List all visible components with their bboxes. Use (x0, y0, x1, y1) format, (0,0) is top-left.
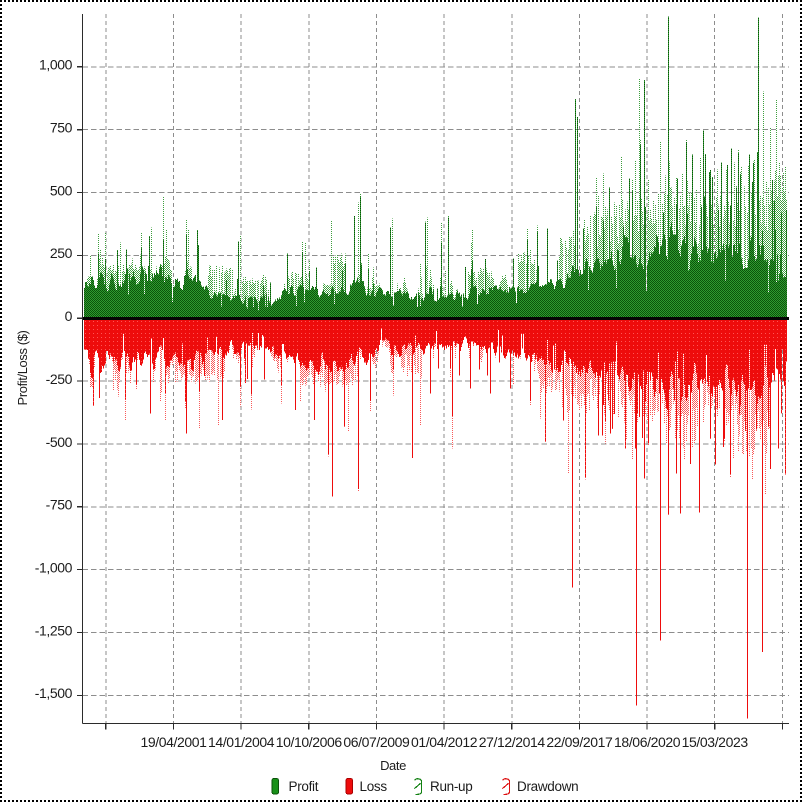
svg-text:19/04/2001: 19/04/2001 (140, 734, 207, 750)
svg-text:Drawdown: Drawdown (517, 779, 578, 794)
svg-text:1,000: 1,000 (39, 57, 73, 73)
svg-text:14/01/2004: 14/01/2004 (208, 734, 275, 750)
svg-text:Run-up: Run-up (430, 779, 472, 794)
svg-text:-1,250: -1,250 (35, 622, 73, 638)
svg-text:-750: -750 (46, 497, 73, 513)
svg-text:750: 750 (50, 120, 73, 136)
svg-text:15/03/2023: 15/03/2023 (682, 734, 749, 750)
svg-text:10/10/2006: 10/10/2006 (276, 734, 343, 750)
svg-text:-1,500: -1,500 (35, 685, 73, 701)
svg-text:250: 250 (50, 245, 73, 261)
svg-text:Loss: Loss (360, 779, 388, 794)
svg-text:0: 0 (65, 308, 73, 324)
svg-text:Date: Date (380, 758, 406, 773)
svg-text:-500: -500 (46, 434, 73, 450)
svg-text:-250: -250 (46, 371, 73, 387)
svg-text:18/06/2020: 18/06/2020 (614, 734, 681, 750)
svg-text:Profit: Profit (289, 779, 319, 794)
svg-text:01/04/2012: 01/04/2012 (411, 734, 478, 750)
svg-text:27/12/2014: 27/12/2014 (479, 734, 546, 750)
svg-text:500: 500 (50, 182, 73, 198)
svg-text:22/09/2017: 22/09/2017 (546, 734, 613, 750)
svg-text:-1,000: -1,000 (35, 559, 73, 575)
svg-text:06/07/2009: 06/07/2009 (343, 734, 410, 750)
svg-text:Profit/Loss ($): Profit/Loss ($) (15, 330, 30, 405)
